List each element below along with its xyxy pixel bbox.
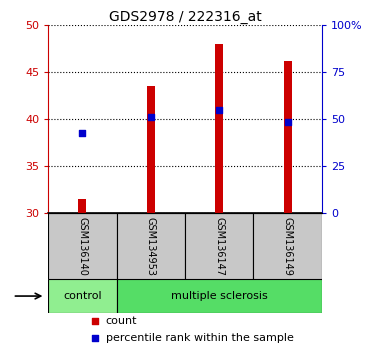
Bar xyxy=(283,61,292,213)
Text: GSM136149: GSM136149 xyxy=(283,217,293,275)
Bar xyxy=(185,213,253,279)
Point xyxy=(285,119,291,125)
Bar xyxy=(78,199,87,213)
Point xyxy=(79,130,85,136)
Text: control: control xyxy=(63,291,102,301)
Text: percentile rank within the sample: percentile rank within the sample xyxy=(105,333,293,343)
Point xyxy=(148,114,154,120)
Text: multiple sclerosis: multiple sclerosis xyxy=(171,291,268,301)
Bar xyxy=(117,279,322,313)
Bar xyxy=(147,86,155,213)
Bar xyxy=(48,279,117,313)
Point xyxy=(92,336,98,341)
Bar xyxy=(117,213,185,279)
Title: GDS2978 / 222316_at: GDS2978 / 222316_at xyxy=(109,10,261,24)
Text: GSM134953: GSM134953 xyxy=(146,217,156,276)
Bar xyxy=(253,213,322,279)
Text: count: count xyxy=(105,316,137,326)
Text: GSM136140: GSM136140 xyxy=(77,217,87,275)
Bar xyxy=(215,44,223,213)
Point xyxy=(216,107,222,112)
Text: GSM136147: GSM136147 xyxy=(214,217,224,276)
Point xyxy=(92,319,98,324)
Bar xyxy=(48,213,117,279)
